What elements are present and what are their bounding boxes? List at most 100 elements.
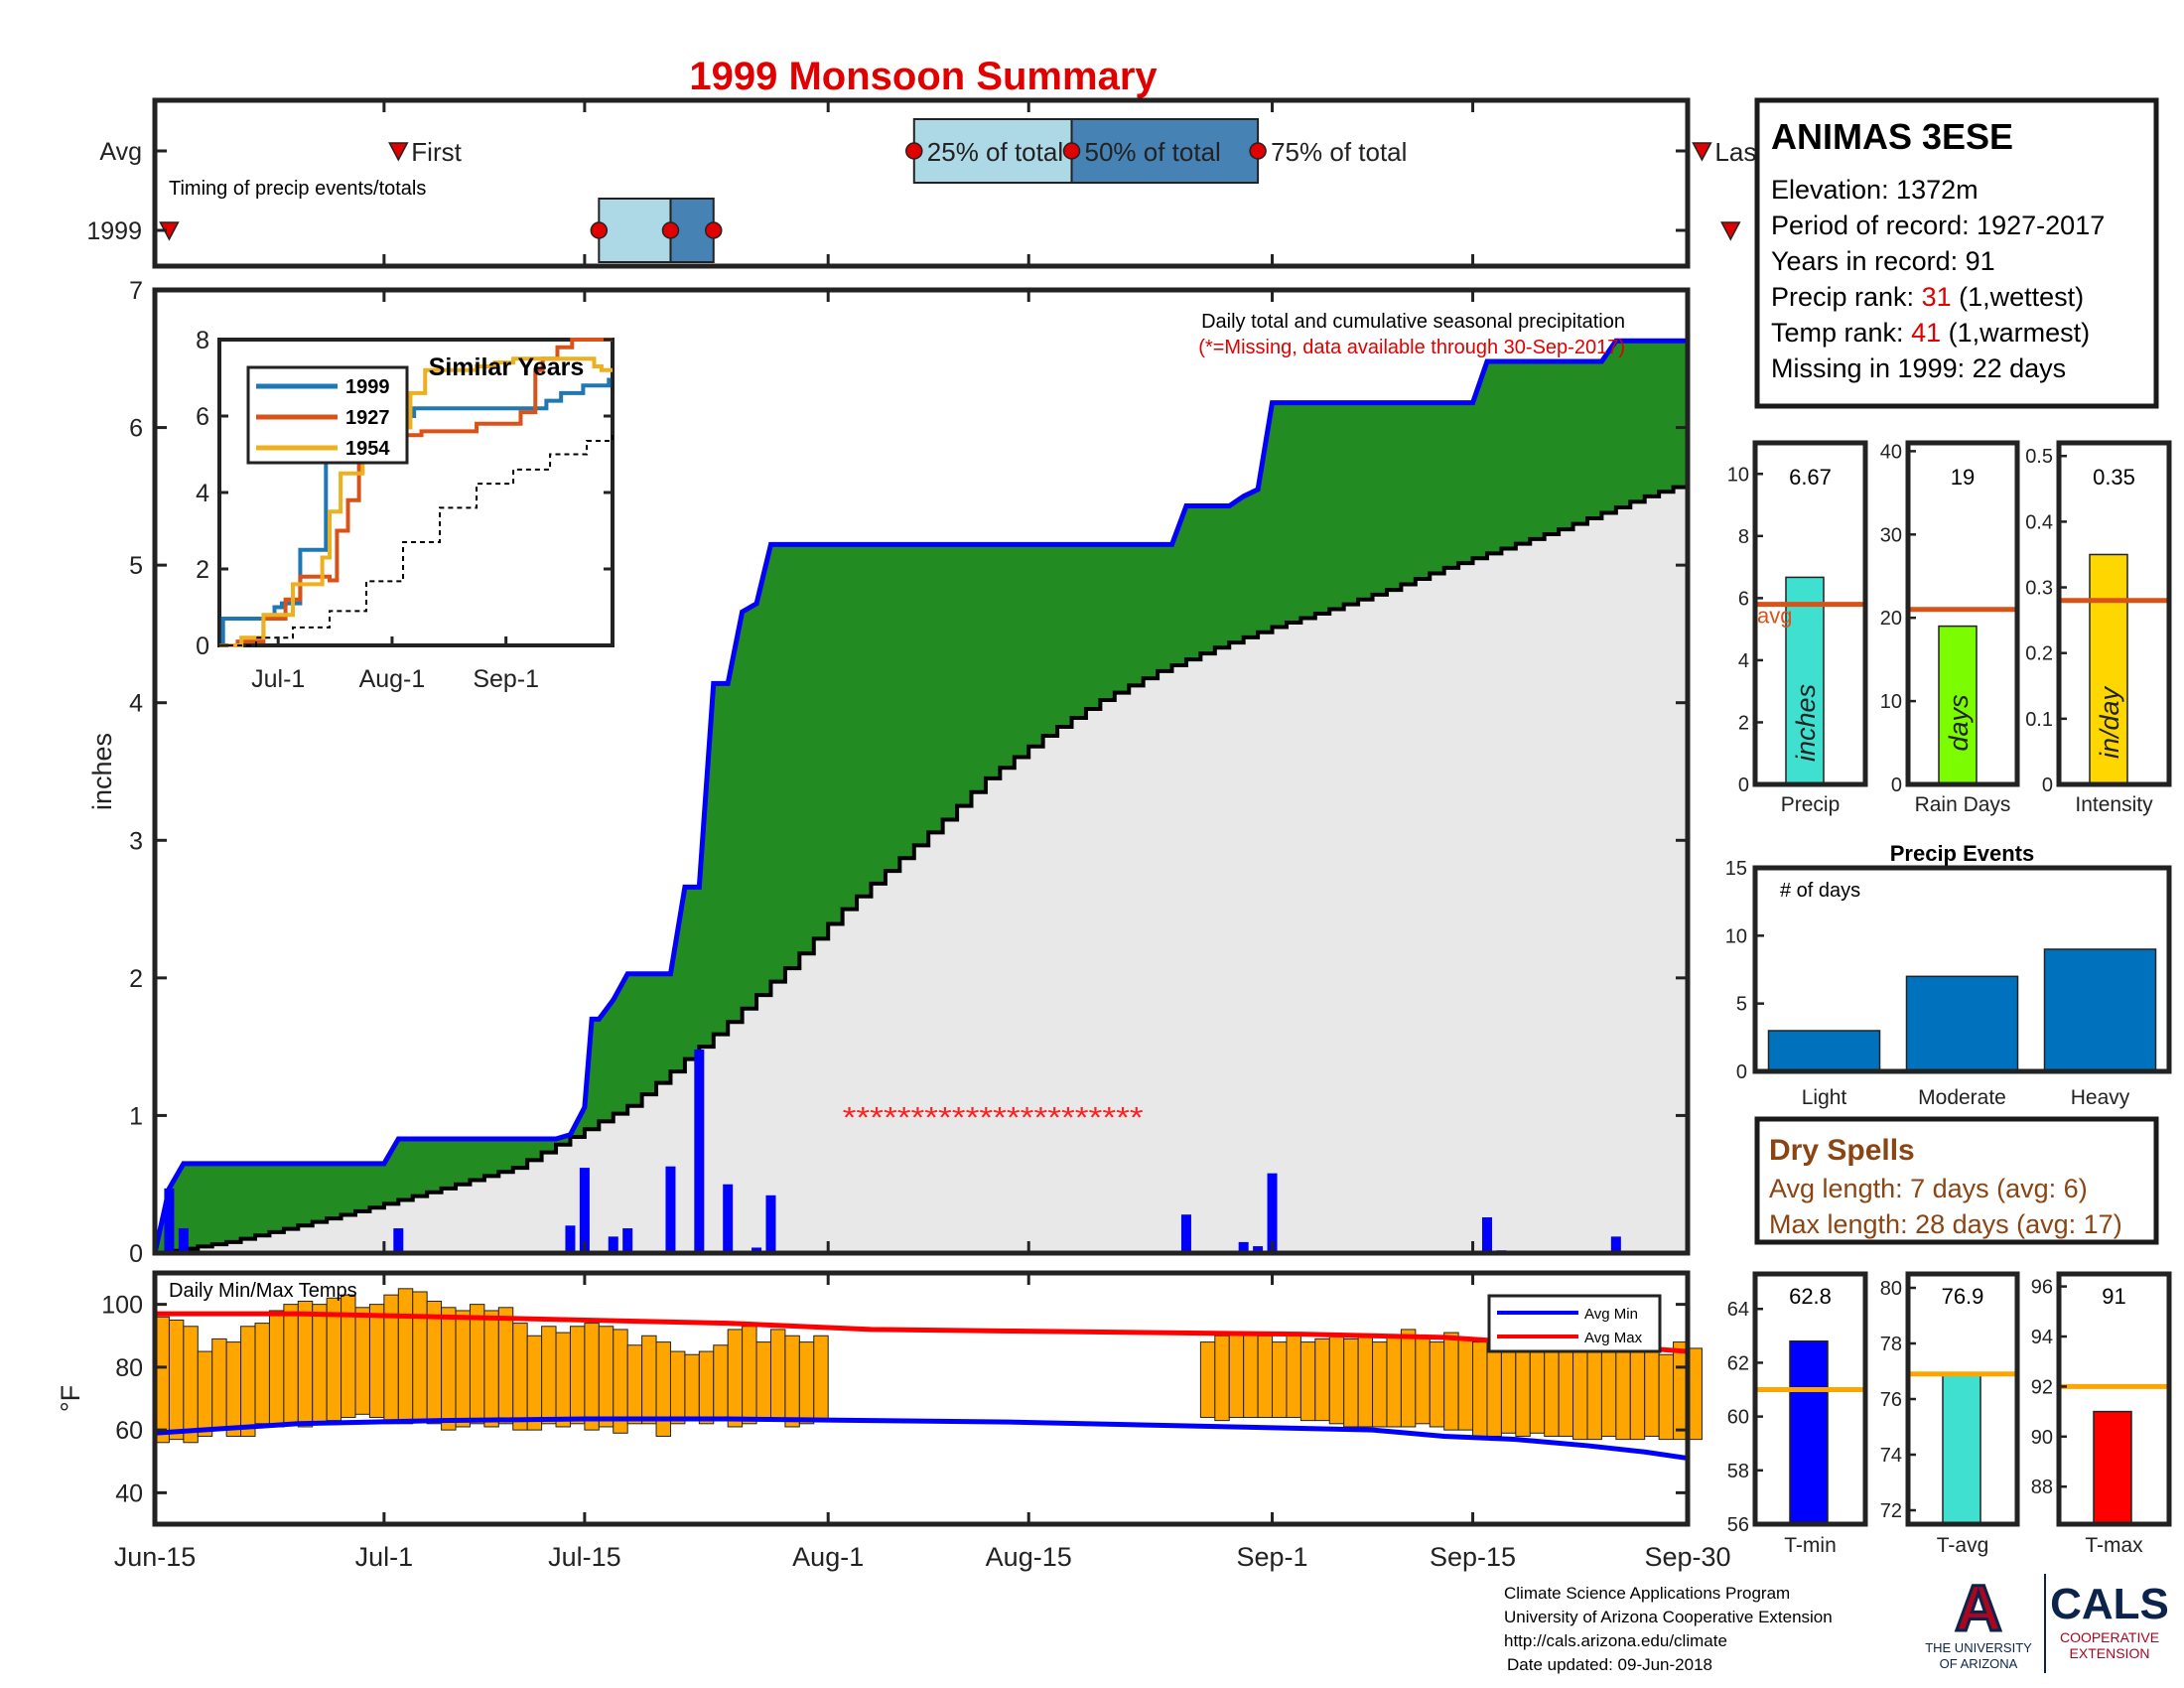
dry-spells-box: Dry Spells Avg length: 7 days (avg: 6) M… <box>1754 1116 2159 1245</box>
temp-range-bar <box>641 1335 657 1425</box>
temp-range-bar <box>268 1310 285 1428</box>
season-temp-ytick-label: 74 <box>1880 1445 1902 1467</box>
main-ytick-label: 5 <box>129 552 143 580</box>
temp-range-bar <box>512 1323 528 1431</box>
daily-precip-bar <box>1253 1246 1264 1253</box>
station-name: ANIMAS 3ESE <box>1771 116 2013 157</box>
events-category-label: Heavy <box>2071 1086 2130 1109</box>
season-ytick-label: 0 <box>1738 774 1749 796</box>
temp-range-bar <box>483 1310 499 1428</box>
date-axis-label: Sep-30 <box>1644 1542 1730 1572</box>
temp-range-bar <box>197 1350 213 1437</box>
season-ytick-label: 2 <box>1738 712 1749 734</box>
ua-logo-line2: OF ARIZONA <box>1940 1656 2018 1671</box>
daily-precip-bar <box>1610 1236 1621 1253</box>
temps-title: Daily Min/Max Temps <box>169 1280 357 1302</box>
inset-series-line <box>219 431 614 646</box>
temp-range-bar <box>1572 1347 1588 1441</box>
missing-data-markers: ********************** <box>843 1101 1144 1134</box>
season-ytick-label: 0.5 <box>2025 446 2053 468</box>
cumulative-surplus-fill <box>155 341 1688 1253</box>
temp-range-bar <box>1515 1341 1531 1437</box>
season-ytick-label: 0.2 <box>2025 643 2053 665</box>
inset-ytick-label: 6 <box>196 403 209 431</box>
season-panel-frame <box>2056 440 2172 787</box>
season-value-bar <box>1785 576 1825 785</box>
season-temp-ytick-label: 76 <box>1880 1389 1902 1411</box>
season-temp-ytick-label: 62 <box>1727 1352 1749 1374</box>
temp-range-bar <box>698 1350 715 1425</box>
season-ytick-label: 0 <box>2042 774 2053 796</box>
ua-logo-letter: A <box>1955 1571 2002 1644</box>
timing-p75-label: 75% of total <box>1271 137 1407 167</box>
avg-last-marker <box>1692 142 1712 162</box>
daily-precip-bar <box>178 1228 189 1253</box>
daily-precip-bar <box>1238 1241 1249 1253</box>
ua-logo-line1: THE UNIVERSITY <box>1925 1640 2032 1655</box>
cals-logo-text: CALS <box>2050 1580 2169 1628</box>
temps-ytick-label: 40 <box>115 1479 143 1507</box>
main-ytick-label: 6 <box>129 415 143 443</box>
temp-range-bar <box>1529 1341 1546 1434</box>
season-temp-name: T-min <box>1784 1534 1837 1557</box>
daily-precip-bar <box>393 1228 404 1253</box>
temp-range-bar <box>1357 1335 1374 1428</box>
temp-range-bar <box>742 1326 757 1425</box>
year-box-25-50 <box>598 198 672 263</box>
temps-legend-box <box>1487 1294 1662 1353</box>
daily-precip-bar <box>579 1168 590 1253</box>
inset-series-line <box>219 356 613 647</box>
footer: Climate Science Applications Program Uni… <box>1504 1584 1833 1674</box>
temp-range-bar <box>1214 1335 1230 1422</box>
temp-range-bar <box>541 1326 557 1425</box>
season-ytick-label: 10 <box>1880 691 1902 713</box>
inset-ytick-label: 2 <box>196 556 209 584</box>
season-ytick-label: 0 <box>1891 774 1902 796</box>
dry-spells-avg: Avg length: 7 days (avg: 6) <box>1769 1174 2088 1203</box>
temps-ylabel: °F <box>56 1385 85 1412</box>
precip-events-chart: Light Moderate Heavy 0 5 10 15 Precip Events # o… <box>1725 841 2172 1109</box>
daily-precip-bar <box>622 1228 633 1253</box>
season-ytick-label: 0.1 <box>2025 709 2053 731</box>
events-plot-frame <box>1752 865 2172 1074</box>
main-ytick-label: 2 <box>129 965 143 993</box>
temp-range-bar <box>727 1329 744 1428</box>
season-temp-value-label: 76.9 <box>1942 1284 1984 1309</box>
temp-range-bar <box>497 1307 514 1425</box>
events-bar <box>1767 1030 1881 1072</box>
timing-row-label-year: 1999 <box>86 217 142 245</box>
temp-range-bar <box>1586 1341 1602 1441</box>
daily-precip-bar <box>164 1188 175 1253</box>
temp-range-bar <box>1615 1347 1631 1441</box>
date-axis-label: Sep-15 <box>1430 1542 1516 1572</box>
main-ytick-label: 7 <box>129 277 143 305</box>
date-axis-label: Aug-1 <box>792 1542 864 1572</box>
temp-range-bar <box>1286 1335 1301 1418</box>
avg-first-marker <box>388 142 409 162</box>
temp-range-bar <box>297 1300 314 1428</box>
inset-title: Similar Years <box>429 353 585 381</box>
season-temp-value-label: 62.8 <box>1789 1284 1832 1309</box>
temp-range-bar <box>1429 1341 1445 1428</box>
timing-p50-label: 50% of total <box>1085 137 1221 167</box>
temp-range-bar <box>669 1350 686 1425</box>
season-temp-ytick-label: 80 <box>1880 1278 1902 1300</box>
average-cumulative-fill <box>155 483 1688 1253</box>
temp-range-bar <box>1544 1347 1560 1437</box>
temp-range-bar <box>1658 1353 1675 1441</box>
temp-range-bar <box>211 1337 227 1431</box>
temps-legend-label: Avg Max <box>1584 1330 1643 1346</box>
date-axis-label: Jun-15 <box>114 1542 197 1572</box>
average-cumulative-line <box>155 483 1690 1255</box>
temp-range-bar <box>225 1341 242 1437</box>
temp-range-bar <box>1243 1332 1259 1418</box>
inset-xtick-label: Jul-1 <box>251 665 305 693</box>
events-category-label: Moderate <box>1918 1086 2006 1109</box>
temp-range-bar <box>626 1344 643 1425</box>
cumulative-1999-line <box>152 338 1688 1254</box>
events-ytick-label: 5 <box>1736 994 1747 1016</box>
temp-range-bar <box>1558 1350 1574 1437</box>
main-ytick-label: 1 <box>129 1102 143 1130</box>
season-panel-name: Rain Days <box>1915 793 2011 816</box>
temp-range-bar <box>1600 1337 1617 1437</box>
